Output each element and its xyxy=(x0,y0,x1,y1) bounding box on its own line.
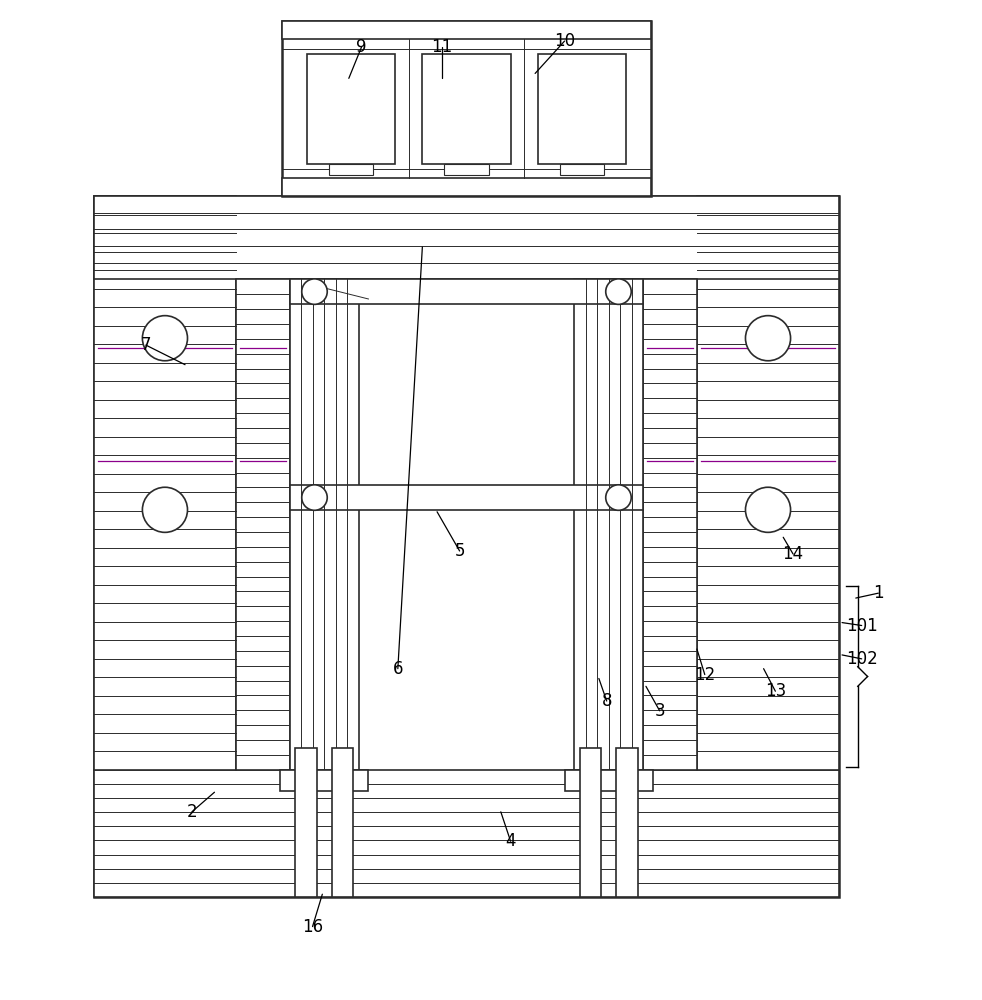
Bar xyxy=(282,21,651,39)
Bar xyxy=(565,770,653,791)
Circle shape xyxy=(606,485,631,510)
Text: 16: 16 xyxy=(302,918,323,936)
Bar xyxy=(329,164,373,175)
Circle shape xyxy=(301,279,327,304)
Bar xyxy=(94,196,236,770)
Bar xyxy=(579,748,601,897)
Bar xyxy=(444,164,489,175)
Bar xyxy=(290,279,358,770)
Text: 3: 3 xyxy=(654,702,665,720)
Bar xyxy=(280,770,368,791)
Text: 14: 14 xyxy=(783,545,803,563)
Bar xyxy=(537,54,627,164)
Text: 6: 6 xyxy=(393,660,403,678)
Text: 13: 13 xyxy=(765,682,786,700)
Text: 9: 9 xyxy=(356,38,367,56)
Text: 7: 7 xyxy=(140,336,151,354)
Circle shape xyxy=(606,279,631,304)
Text: 101: 101 xyxy=(846,617,878,635)
Bar xyxy=(94,770,839,897)
Bar xyxy=(616,748,637,897)
Text: 12: 12 xyxy=(694,666,716,684)
Bar xyxy=(94,196,839,279)
Bar xyxy=(332,748,354,897)
Circle shape xyxy=(745,316,791,361)
Bar xyxy=(560,164,604,175)
Circle shape xyxy=(745,487,791,532)
Bar xyxy=(574,279,643,770)
Bar xyxy=(643,279,697,770)
Text: 102: 102 xyxy=(846,650,878,668)
Bar xyxy=(282,21,651,196)
Bar xyxy=(236,279,290,770)
Bar xyxy=(422,54,511,164)
Bar xyxy=(296,748,317,897)
Bar xyxy=(94,196,839,897)
Circle shape xyxy=(142,316,188,361)
Text: 1: 1 xyxy=(873,584,884,602)
Circle shape xyxy=(301,485,327,510)
Text: 4: 4 xyxy=(506,832,516,850)
Text: 8: 8 xyxy=(601,692,612,710)
Bar xyxy=(290,485,643,510)
Bar xyxy=(697,196,839,770)
Text: 2: 2 xyxy=(187,803,197,821)
Text: 5: 5 xyxy=(455,542,464,560)
Text: 10: 10 xyxy=(554,32,575,50)
Bar xyxy=(282,178,651,196)
Circle shape xyxy=(142,487,188,532)
Bar xyxy=(290,279,643,304)
Text: 11: 11 xyxy=(431,38,453,56)
Bar xyxy=(306,54,396,164)
